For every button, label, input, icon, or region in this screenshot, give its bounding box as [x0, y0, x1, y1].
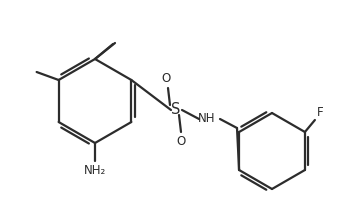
Text: S: S: [171, 102, 181, 118]
Text: NH: NH: [198, 113, 216, 125]
Text: O: O: [176, 135, 185, 148]
Text: O: O: [161, 72, 171, 85]
Text: F: F: [317, 106, 324, 119]
Text: NH₂: NH₂: [84, 164, 106, 177]
